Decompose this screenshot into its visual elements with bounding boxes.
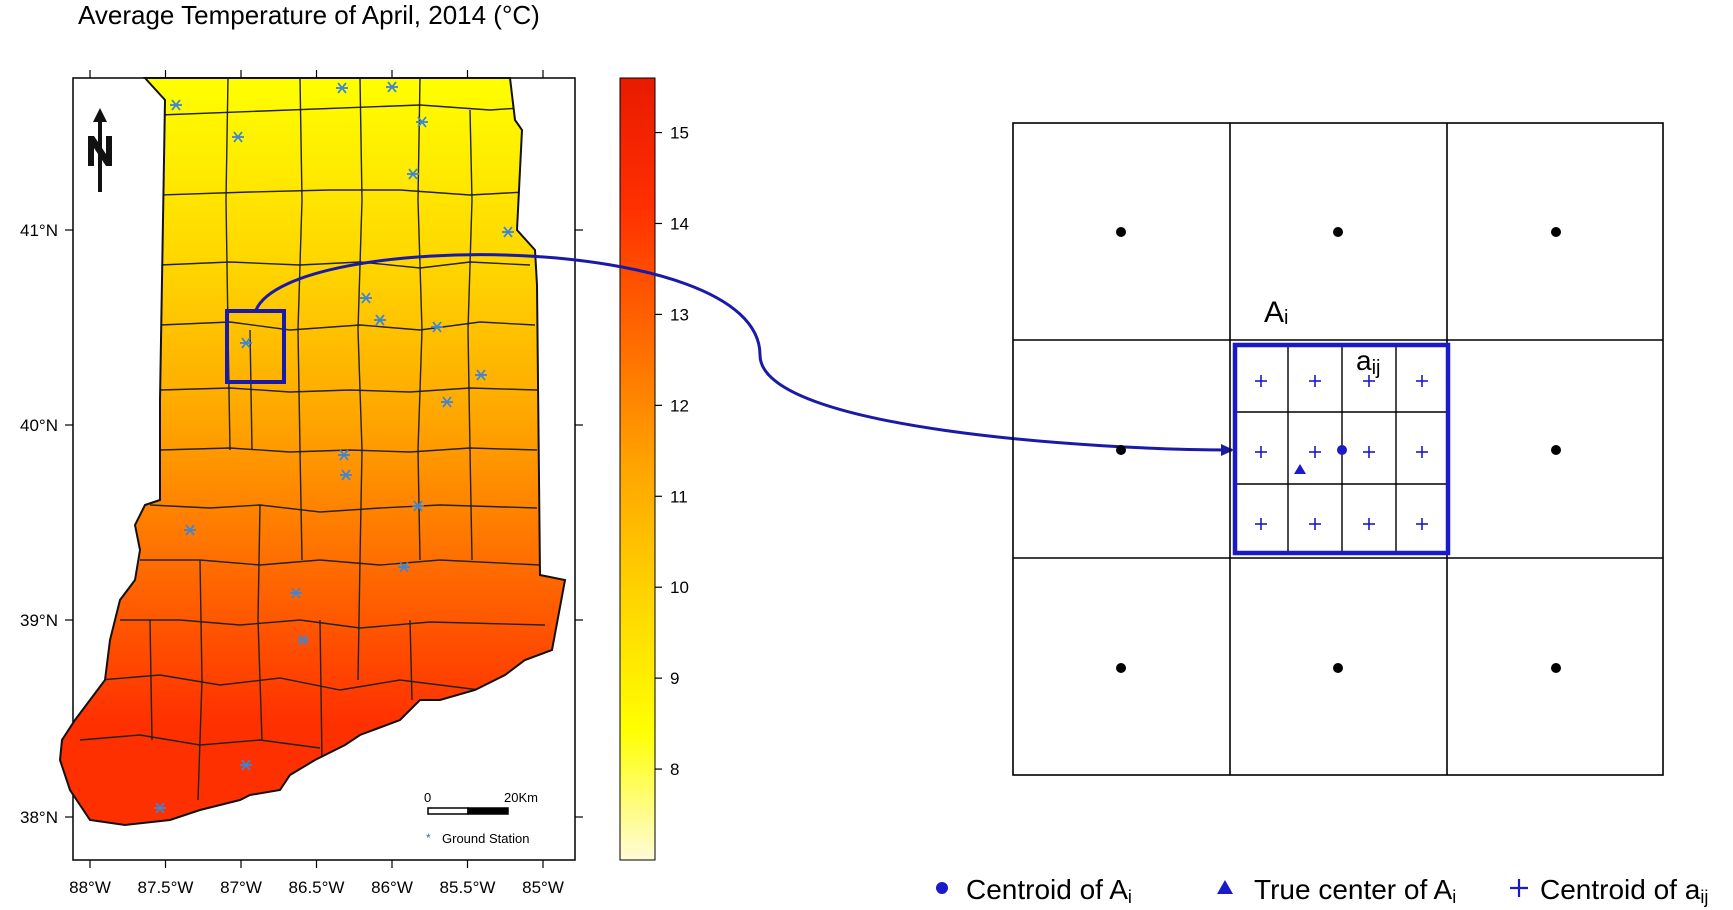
station-marker <box>407 168 419 180</box>
station-marker <box>184 524 196 536</box>
station-marker <box>232 131 244 143</box>
county-boundaries <box>79 78 546 801</box>
x-tick-label: 85°W <box>522 878 564 897</box>
legend-centroid-Ai-icon <box>936 882 948 894</box>
station-marker <box>386 81 398 93</box>
cell-centroid-dot <box>1116 445 1126 455</box>
map-legend-marker: * <box>426 831 431 845</box>
x-tick-label: 87.5°W <box>138 878 194 897</box>
station-marker <box>416 116 428 128</box>
colorbar-ramp <box>619 77 656 861</box>
station-marker <box>340 469 352 481</box>
cell-centroid-dot <box>1333 227 1343 237</box>
cell-centroid-dot <box>1116 663 1126 673</box>
station-marker <box>297 634 309 646</box>
station-marker <box>338 449 350 461</box>
map-legend: * Ground Station <box>426 831 529 846</box>
colorbar-tick-label: 15 <box>670 124 689 143</box>
legend-centroid-Ai: Centroid of Ai <box>966 874 1132 907</box>
north-arrow-icon <box>88 108 112 192</box>
grid-diagram: Ai aij <box>1012 122 1664 776</box>
subcell-centroid-plus <box>1363 446 1375 458</box>
station-marker <box>240 759 252 771</box>
colorbar: 15 14 13 12 11 10 9 8 <box>619 77 689 861</box>
station-marker <box>336 82 348 94</box>
colorbar-ticks: 15 14 13 12 11 10 9 8 <box>655 124 689 779</box>
x-tick-label: 86°W <box>371 878 413 897</box>
legend-true-center: True center of Ai <box>1254 874 1456 907</box>
label-aij: aij <box>1356 345 1380 379</box>
station-marker <box>374 314 386 326</box>
subcell-centroid-plus <box>1255 446 1267 458</box>
colorbar-tick-label: 13 <box>670 305 689 324</box>
legend-centroid-aij-icon <box>1510 879 1528 897</box>
station-marker <box>290 587 302 599</box>
x-tick-label: 85.5°W <box>440 878 496 897</box>
subcell-centroid-plus <box>1309 518 1321 530</box>
diagram-legend: Centroid of Ai True center of Ai Centroi… <box>936 874 1708 907</box>
station-marker <box>360 292 372 304</box>
station-marker <box>441 396 453 408</box>
map-y-axis: 41°N 40°N 39°N 38°N <box>20 221 583 827</box>
colorbar-tick-label: 10 <box>670 578 689 597</box>
map-x-axis: 88°W 87.5°W 87°W 86.5°W 86°W 85.5°W 85°W <box>69 70 564 897</box>
cell-centroids <box>1116 227 1561 673</box>
x-tick-label: 88°W <box>69 878 111 897</box>
station-marker <box>502 226 514 238</box>
subcell-centroid-plus <box>1416 375 1428 387</box>
subcell-centroid-plus <box>1255 518 1267 530</box>
map-panel: 0 20Km * Ground Station 88°W 87.5°W 87°W 86… <box>20 70 583 897</box>
scalebar-end: 20Km <box>504 790 538 805</box>
x-tick-label: 87°W <box>220 878 262 897</box>
colorbar-tick-label: 11 <box>670 487 688 506</box>
outer-grid <box>1012 122 1664 776</box>
scale-bar: 0 20Km <box>424 790 538 815</box>
cell-centroid-dot <box>1333 663 1343 673</box>
station-marker <box>412 500 424 512</box>
subcell-centroid-plus <box>1416 518 1428 530</box>
centroid-Ai-marker <box>1337 445 1347 455</box>
subcell-centroid-plus <box>1363 375 1375 387</box>
y-tick-label: 39°N <box>20 611 58 630</box>
colorbar-tick-label: 14 <box>670 214 689 233</box>
ground-stations <box>154 81 514 814</box>
subcell-centroids <box>1255 375 1428 530</box>
station-marker <box>154 802 166 814</box>
cell-centroid-dot <box>1116 227 1126 237</box>
state-outline <box>58 77 567 827</box>
scalebar-start: 0 <box>424 790 431 805</box>
label-Ai: Ai <box>1264 296 1288 329</box>
colorbar-tick-label: 8 <box>670 760 679 779</box>
colorbar-tick-label: 9 <box>670 669 679 688</box>
cell-centroid-dot <box>1551 663 1561 673</box>
subcell-centroid-plus <box>1363 518 1375 530</box>
subcell-centroid-plus <box>1416 446 1428 458</box>
map-title: Average Temperature of April, 2014 (°C) <box>78 0 540 30</box>
connector-arrow <box>254 253 1234 456</box>
cell-centroid-dot <box>1551 445 1561 455</box>
colorbar-tick-label: 12 <box>670 396 689 415</box>
cell-Ai <box>1232 342 1451 556</box>
y-tick-label: 40°N <box>20 416 58 435</box>
station-marker <box>398 561 410 573</box>
legend-centroid-aij: Centroid of aij <box>1540 874 1708 907</box>
subcell-centroid-plus <box>1309 446 1321 458</box>
station-marker <box>431 321 443 333</box>
station-marker <box>475 369 487 381</box>
cell-Ai-outline <box>1232 342 1451 556</box>
cell-centroid-dot <box>1551 227 1561 237</box>
map-legend-label: Ground Station <box>442 831 529 846</box>
legend-true-center-icon <box>1217 880 1233 894</box>
x-tick-label: 86.5°W <box>289 878 345 897</box>
y-tick-label: 41°N <box>20 221 58 240</box>
subcell-centroid-plus <box>1309 375 1321 387</box>
true-center-marker <box>1294 464 1306 474</box>
subcell-centroid-plus <box>1255 375 1267 387</box>
y-tick-label: 38°N <box>20 808 58 827</box>
station-marker <box>240 337 252 349</box>
map-highlight-box <box>225 309 286 384</box>
station-marker <box>170 99 182 111</box>
